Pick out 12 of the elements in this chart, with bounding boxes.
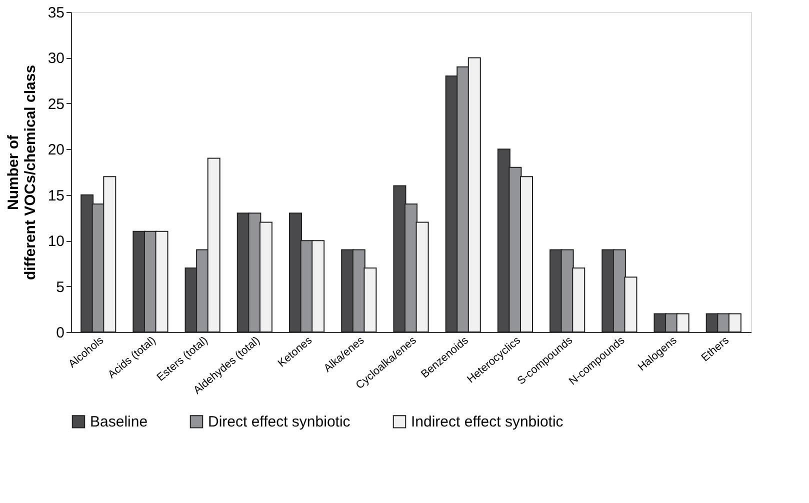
y-tick-label: 30 <box>48 50 64 68</box>
legend-label: Indirect effect synbiotic <box>411 414 564 431</box>
y-tick-label: 5 <box>56 278 64 296</box>
y-tick-label: 25 <box>48 96 64 113</box>
y-tick-label: 10 <box>48 233 64 250</box>
y-tick-label: 15 <box>48 187 64 204</box>
y-tick-label: 20 <box>48 142 64 159</box>
legend-label: Direct effect synbiotic <box>208 414 351 431</box>
y-tick-label: 0 <box>56 324 64 342</box>
y-tick-label: 35 <box>48 4 64 22</box>
legend-label: Baseline <box>90 414 148 431</box>
y-axis-title: Number of different VOCs/chemical class <box>4 64 39 280</box>
